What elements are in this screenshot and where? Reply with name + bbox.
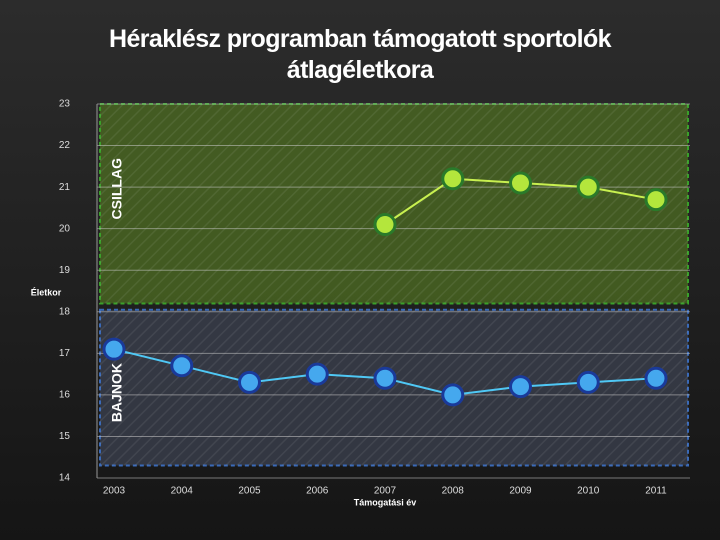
y-tick-label: 16 — [59, 390, 71, 401]
data-point — [644, 188, 668, 212]
data-point — [576, 175, 600, 199]
data-point — [509, 171, 532, 195]
data-point — [305, 362, 329, 386]
band-hatch — [100, 104, 688, 304]
data-point — [509, 375, 532, 399]
x-tick-label: 2007 — [374, 486, 397, 497]
y-tick-label: 17 — [59, 348, 71, 359]
y-tick-label: 14 — [59, 473, 71, 484]
band-label: CSILLAG — [109, 158, 125, 220]
y-tick-label: 15 — [59, 431, 71, 442]
x-tick-label: 2009 — [509, 486, 532, 497]
data-point — [441, 383, 465, 407]
y-tick-label: 22 — [59, 140, 71, 151]
x-tick-label: 2008 — [442, 486, 465, 497]
data-point — [373, 366, 397, 390]
band-hatch — [100, 309, 688, 466]
y-tick-label: 18 — [59, 306, 71, 317]
x-tick-label: 2010 — [577, 486, 600, 497]
x-tick-label: 2005 — [238, 486, 261, 497]
y-axis-title: Életkor — [31, 287, 62, 297]
y-tick-label: 20 — [59, 223, 71, 234]
data-point — [170, 354, 194, 378]
x-axis-title: Támogatási év — [354, 497, 417, 507]
data-point — [576, 370, 600, 394]
data-point — [102, 337, 126, 361]
data-point — [644, 366, 668, 390]
y-tick-label: 19 — [59, 265, 71, 276]
x-tick-label: 2004 — [171, 486, 194, 497]
data-point — [441, 167, 465, 191]
band-label: BAJNOK — [109, 363, 125, 422]
data-point — [373, 213, 397, 237]
y-tick-label: 21 — [59, 182, 71, 193]
x-tick-label: 2006 — [306, 486, 329, 497]
x-tick-label: 2011 — [645, 486, 667, 497]
data-point — [238, 370, 261, 394]
chart-title: Héraklész programban támogatott sportoló… — [109, 25, 611, 84]
y-tick-label: 23 — [59, 99, 71, 110]
x-tick-label: 2003 — [103, 486, 126, 497]
